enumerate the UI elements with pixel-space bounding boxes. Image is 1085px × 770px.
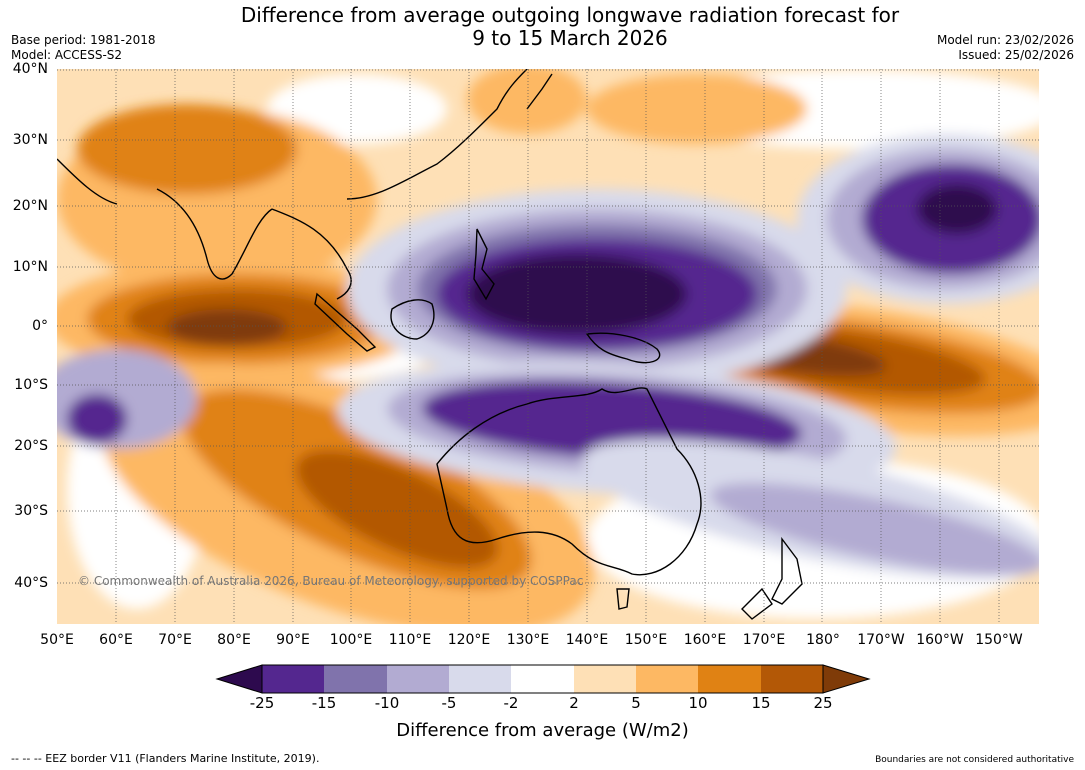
lon-label-180: 180° — [806, 632, 840, 648]
neg-anomaly-region — [67, 394, 127, 444]
lon-label-150w: 150°W — [975, 632, 1023, 648]
australia-coastline — [436, 387, 702, 576]
pos-anomaly-region — [587, 74, 807, 144]
issued-date: Issued: 25/02/2026 — [958, 48, 1074, 62]
colorbar-arrow-low — [215, 664, 263, 694]
colorbar-tick: -25 — [249, 694, 275, 712]
lon-label-170w: 170°W — [857, 632, 905, 648]
colorbar-tick: -15 — [311, 694, 337, 712]
lat-label-20s: 20°S — [14, 438, 48, 454]
colorbar-tick: 10 — [688, 694, 708, 712]
anomaly-field — [57, 69, 1039, 624]
eez-legend-note: -- -- -- EEZ border V11 (Flanders Marine… — [11, 752, 320, 765]
lat-label-10s: 10°S — [14, 377, 48, 393]
lon-label-70e: 70°E — [158, 632, 192, 648]
run-info: Model run: 23/02/2026 Issued: 25/02/2026 — [937, 33, 1074, 63]
new-guinea-coastline — [585, 332, 661, 364]
asia-coastline — [271, 69, 528, 300]
colorbar — [215, 664, 871, 694]
lon-label-140e: 140°E — [565, 632, 609, 648]
olr-anomaly-map — [57, 69, 1039, 624]
philippines-coastline — [473, 228, 495, 301]
lat-label-40n: 40°N — [12, 61, 48, 77]
base-period: Base period: 1981-2018 — [11, 33, 156, 47]
neg-anomaly-region — [422, 380, 802, 462]
colorbar-tick: 5 — [631, 694, 641, 712]
neg-anomaly-region — [467, 254, 687, 334]
colorbar-segment — [511, 665, 574, 693]
lat-label-equator: 0° — [32, 318, 48, 334]
colorbar-segment — [761, 665, 823, 693]
lat-label-10n: 10°N — [12, 259, 48, 275]
colorbar-tick: 2 — [569, 694, 579, 712]
coastlines — [57, 69, 803, 620]
neg-anomaly-region — [917, 184, 997, 234]
pos-anomaly-region — [77, 104, 297, 194]
lon-label-160w: 160°W — [916, 632, 964, 648]
lon-label-50e: 50°E — [40, 632, 74, 648]
disclaimer: Boundaries are not considered authoritat… — [875, 755, 1074, 765]
lon-label-110e: 110°E — [388, 632, 432, 648]
colorbar-segment — [387, 665, 449, 693]
lon-label-100e: 100°E — [329, 632, 373, 648]
lon-label-170e: 170°E — [742, 632, 786, 648]
colorbar-tick: 25 — [813, 694, 833, 712]
lon-label-130e: 130°E — [506, 632, 550, 648]
colorbar-segment — [324, 665, 387, 693]
sumatra-coastline — [314, 292, 377, 352]
pos-anomaly-region — [295, 450, 499, 568]
colorbar-segment — [636, 665, 698, 693]
graticule — [57, 69, 1039, 624]
lat-label-20n: 20°N — [12, 198, 48, 214]
tasmania-coastline — [616, 588, 630, 610]
colorbar-frame — [261, 664, 824, 694]
white-region — [267, 74, 447, 144]
colorbar-tick: -2 — [503, 694, 519, 712]
colorbar-title: Difference from average (W/m2) — [396, 720, 689, 741]
lon-label-120e: 120°E — [447, 632, 491, 648]
colorbar-tick: -5 — [441, 694, 457, 712]
lon-label-90e: 90°E — [276, 632, 310, 648]
india-coastline — [156, 188, 273, 280]
lon-label-80e: 80°E — [217, 632, 251, 648]
model-info: Base period: 1981-2018 Model: ACCESS-S2 — [11, 33, 156, 63]
colorbar-segment — [262, 665, 324, 693]
copyright-notice: © Commonwealth of Australia 2026, Bureau… — [78, 574, 584, 588]
lat-label-30n: 30°N — [12, 132, 48, 148]
colorbar-tick: -10 — [374, 694, 400, 712]
colorbar-segment — [574, 665, 636, 693]
arabia-coastline — [57, 158, 118, 205]
colorbar-segment — [449, 665, 511, 693]
pos-anomaly-region — [467, 69, 587, 134]
lon-label-60e: 60°E — [99, 632, 133, 648]
model-run: Model run: 23/02/2026 — [936, 33, 1074, 47]
neg-anomaly-region — [710, 483, 1039, 575]
colorbar-arrow-high — [822, 664, 871, 694]
new-zealand-coastline — [741, 536, 803, 620]
lon-label-160e: 160°E — [683, 632, 727, 648]
lon-label-150e: 150°E — [624, 632, 668, 648]
title-line-2: 9 to 15 March 2026 — [472, 26, 668, 50]
colorbar-segment — [698, 665, 761, 693]
pos-anomaly-region — [167, 309, 287, 345]
map-title: Difference from average outgoing longwav… — [170, 4, 970, 50]
title-line-1: Difference from average outgoing longwav… — [240, 3, 900, 27]
lat-label-40s: 40°S — [14, 575, 48, 591]
model-name: Model: ACCESS-S2 — [11, 48, 123, 62]
borneo-coastline — [390, 299, 435, 340]
colorbar-tick: 15 — [751, 694, 771, 712]
japan-coastline — [526, 73, 553, 110]
lat-label-30s: 30°S — [14, 503, 48, 519]
